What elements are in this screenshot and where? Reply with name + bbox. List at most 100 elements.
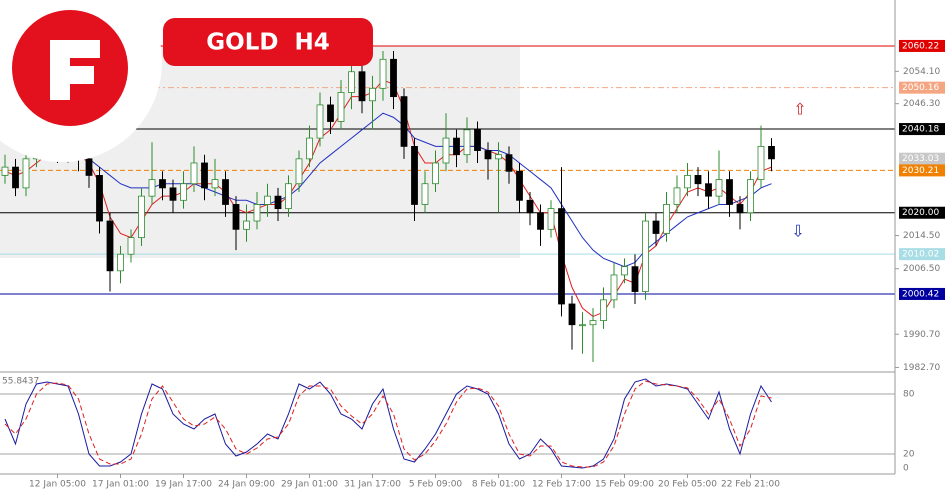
candle-body: [631, 266, 639, 292]
x-tick-label: 8 Feb 01:00: [472, 480, 526, 490]
x-tick-label: 20 Feb 05:00: [658, 480, 717, 490]
candle-body: [589, 320, 597, 326]
down-arrow: ⇩: [791, 222, 804, 241]
candle-body: [358, 71, 366, 102]
candle-body: [621, 266, 628, 276]
candle-body: [190, 162, 198, 185]
y-tick-label: 2006.50: [903, 264, 940, 274]
candle-body: [400, 96, 408, 147]
candle-body: [201, 162, 208, 189]
candle-body: [211, 179, 219, 189]
x-tick-label: 17 Jan 01:00: [92, 480, 149, 490]
level-label: 2040.18: [902, 125, 939, 135]
title-badge: [163, 18, 373, 66]
candle-body: [715, 179, 723, 197]
candle-body: [222, 179, 229, 205]
candle-body: [547, 208, 555, 230]
level-label-box: [899, 123, 945, 136]
candle-body: [243, 220, 250, 230]
candle-body: [652, 220, 660, 234]
x-tick-label: 31 Jan 17:00: [344, 480, 401, 490]
stochastic-line: [4, 378, 772, 469]
candle-body: [736, 204, 744, 214]
candle-body: [484, 150, 492, 160]
candle-body: [390, 58, 397, 98]
candle-body: [411, 145, 418, 205]
x-tick-label: 15 Feb 09:00: [595, 480, 654, 490]
candle-body: [768, 145, 775, 160]
indicator-readout: 55.8437: [2, 377, 39, 387]
y-tick-label: 2054.10: [903, 67, 940, 77]
x-tick-label: 12 Feb 17:00: [532, 480, 591, 490]
level-label-box: [899, 152, 945, 165]
candle-body: [421, 183, 429, 205]
candle-body: [306, 137, 313, 160]
x-tick-label: 22 Feb 21:00: [721, 480, 780, 490]
x-tick-label: 19 Jan 17:00: [155, 480, 212, 490]
level-label: 2020.00: [902, 208, 939, 218]
candle-body: [453, 137, 460, 156]
candle-body: [85, 158, 93, 176]
y-tick-label: 80: [903, 390, 915, 400]
candle-body: [558, 208, 565, 305]
stochastic-panel: 55.8437 0 20 80: [0, 377, 915, 474]
candle-body: [610, 274, 618, 301]
level-label: 2030.21: [902, 166, 939, 176]
candle-body: [274, 195, 282, 210]
level-label-box: [899, 248, 945, 261]
level-label-box: [899, 287, 945, 300]
candle-body: [673, 187, 681, 205]
candle-body: [526, 199, 534, 214]
x-tick-label: 5 Feb 09:00: [409, 480, 463, 490]
candle-body: [600, 299, 607, 321]
candle-body: [474, 129, 481, 151]
candle-body: [568, 303, 576, 326]
candle-body: [232, 204, 240, 230]
candle-body: [432, 162, 439, 185]
x-tick-label: 12 Jan 05:00: [29, 480, 86, 490]
candle-body: [694, 175, 702, 185]
x-tick-label: 29 Jan 01:00: [281, 480, 338, 490]
stochastic-line: [4, 380, 772, 468]
candle-body: [285, 183, 292, 210]
y-tick-label: 2046.30: [903, 99, 940, 109]
candle-body: [127, 237, 135, 255]
candle-body: [169, 187, 177, 201]
candle-body: [264, 195, 271, 205]
candle-body: [295, 158, 303, 185]
candle-body: [442, 137, 450, 164]
candle-body: [337, 92, 345, 122]
level-label: 2050.16: [902, 83, 939, 93]
candle-body: [12, 166, 19, 189]
candle-body: [379, 58, 387, 89]
level-label: 2000.42: [902, 289, 939, 299]
candle-body: [253, 204, 261, 222]
candle-body: [327, 104, 334, 122]
chart-title: GOLD H4: [206, 30, 329, 56]
candle-body: [1, 166, 9, 176]
candle-body: [106, 220, 114, 272]
logo: [12, 10, 128, 126]
y-tick-label: 1982.70: [903, 363, 940, 373]
level-label: 2033.03: [902, 154, 939, 164]
y-tick-label: 1990.70: [903, 330, 940, 340]
candle-body: [705, 183, 712, 197]
candle-body: [663, 204, 670, 234]
candle-body: [138, 195, 145, 239]
candle-body: [180, 183, 187, 201]
candle-body: [757, 145, 765, 180]
level-label-box: [899, 81, 945, 94]
candle-body: [369, 87, 376, 102]
candle-body: [96, 175, 103, 222]
candle-body: [117, 253, 124, 272]
level-label: 2010.02: [902, 250, 939, 260]
candle-body: [159, 179, 166, 189]
candle-body: [148, 179, 156, 197]
candle-body: [505, 154, 513, 172]
candle-body: [22, 158, 30, 189]
x-tick-label: 24 Jan 09:00: [218, 480, 275, 490]
candle-body: [348, 71, 355, 93]
up-arrow: ⇧: [793, 100, 806, 119]
y-tick-label: 20: [903, 450, 915, 460]
